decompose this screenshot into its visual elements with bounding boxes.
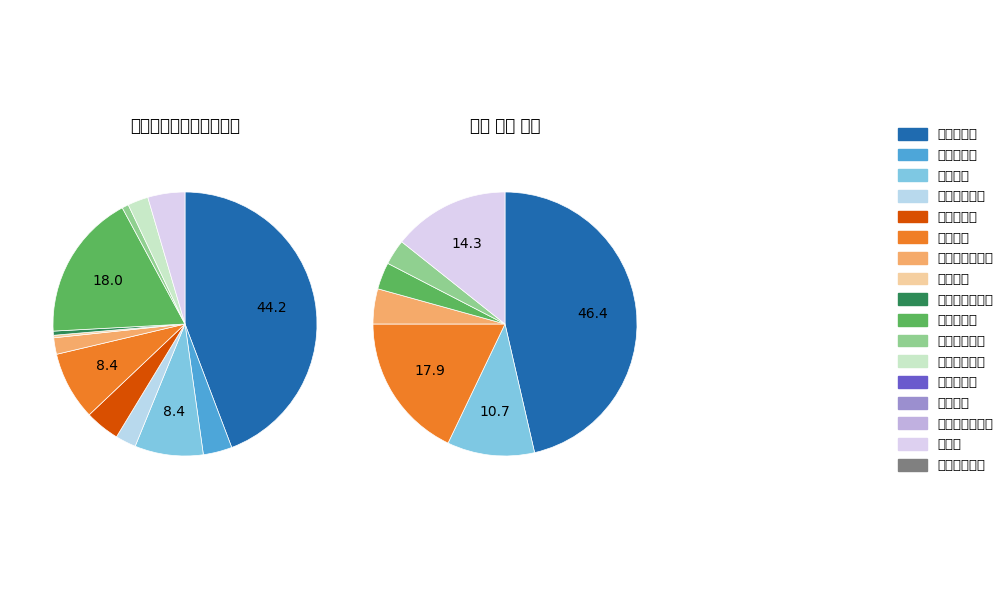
Wedge shape (122, 205, 185, 324)
Wedge shape (402, 192, 505, 324)
Text: 10.7: 10.7 (480, 405, 511, 419)
Wedge shape (148, 192, 185, 324)
Wedge shape (373, 289, 505, 324)
Wedge shape (135, 324, 203, 456)
Wedge shape (373, 324, 505, 443)
Wedge shape (185, 192, 317, 448)
Wedge shape (54, 324, 185, 355)
Wedge shape (448, 324, 535, 456)
Text: 8.4: 8.4 (163, 405, 185, 419)
Text: 44.2: 44.2 (257, 301, 287, 315)
Text: 14.3: 14.3 (451, 238, 482, 251)
Wedge shape (505, 192, 637, 452)
Wedge shape (185, 324, 232, 455)
Title: パ・リーグ全プレイヤー: パ・リーグ全プレイヤー (130, 117, 240, 135)
Wedge shape (378, 263, 505, 324)
Text: 17.9: 17.9 (415, 364, 446, 378)
Wedge shape (116, 324, 185, 446)
Wedge shape (53, 324, 185, 335)
Legend: ストレート, ツーシーム, シュート, カットボール, スプリット, フォーク, チェンジアップ, シンカー, 高速スライダー, スライダー, 縦スライダー, : ストレート, ツーシーム, シュート, カットボール, スプリット, フォーク,… (898, 128, 993, 472)
Wedge shape (57, 324, 185, 415)
Title: 田宮 裕涼 選手: 田宮 裕涼 選手 (470, 117, 540, 135)
Wedge shape (89, 324, 185, 437)
Text: 46.4: 46.4 (577, 307, 608, 321)
Wedge shape (53, 208, 185, 331)
Text: 8.4: 8.4 (96, 359, 118, 373)
Wedge shape (128, 197, 185, 324)
Text: 18.0: 18.0 (92, 274, 123, 288)
Wedge shape (388, 242, 505, 324)
Wedge shape (53, 324, 185, 338)
